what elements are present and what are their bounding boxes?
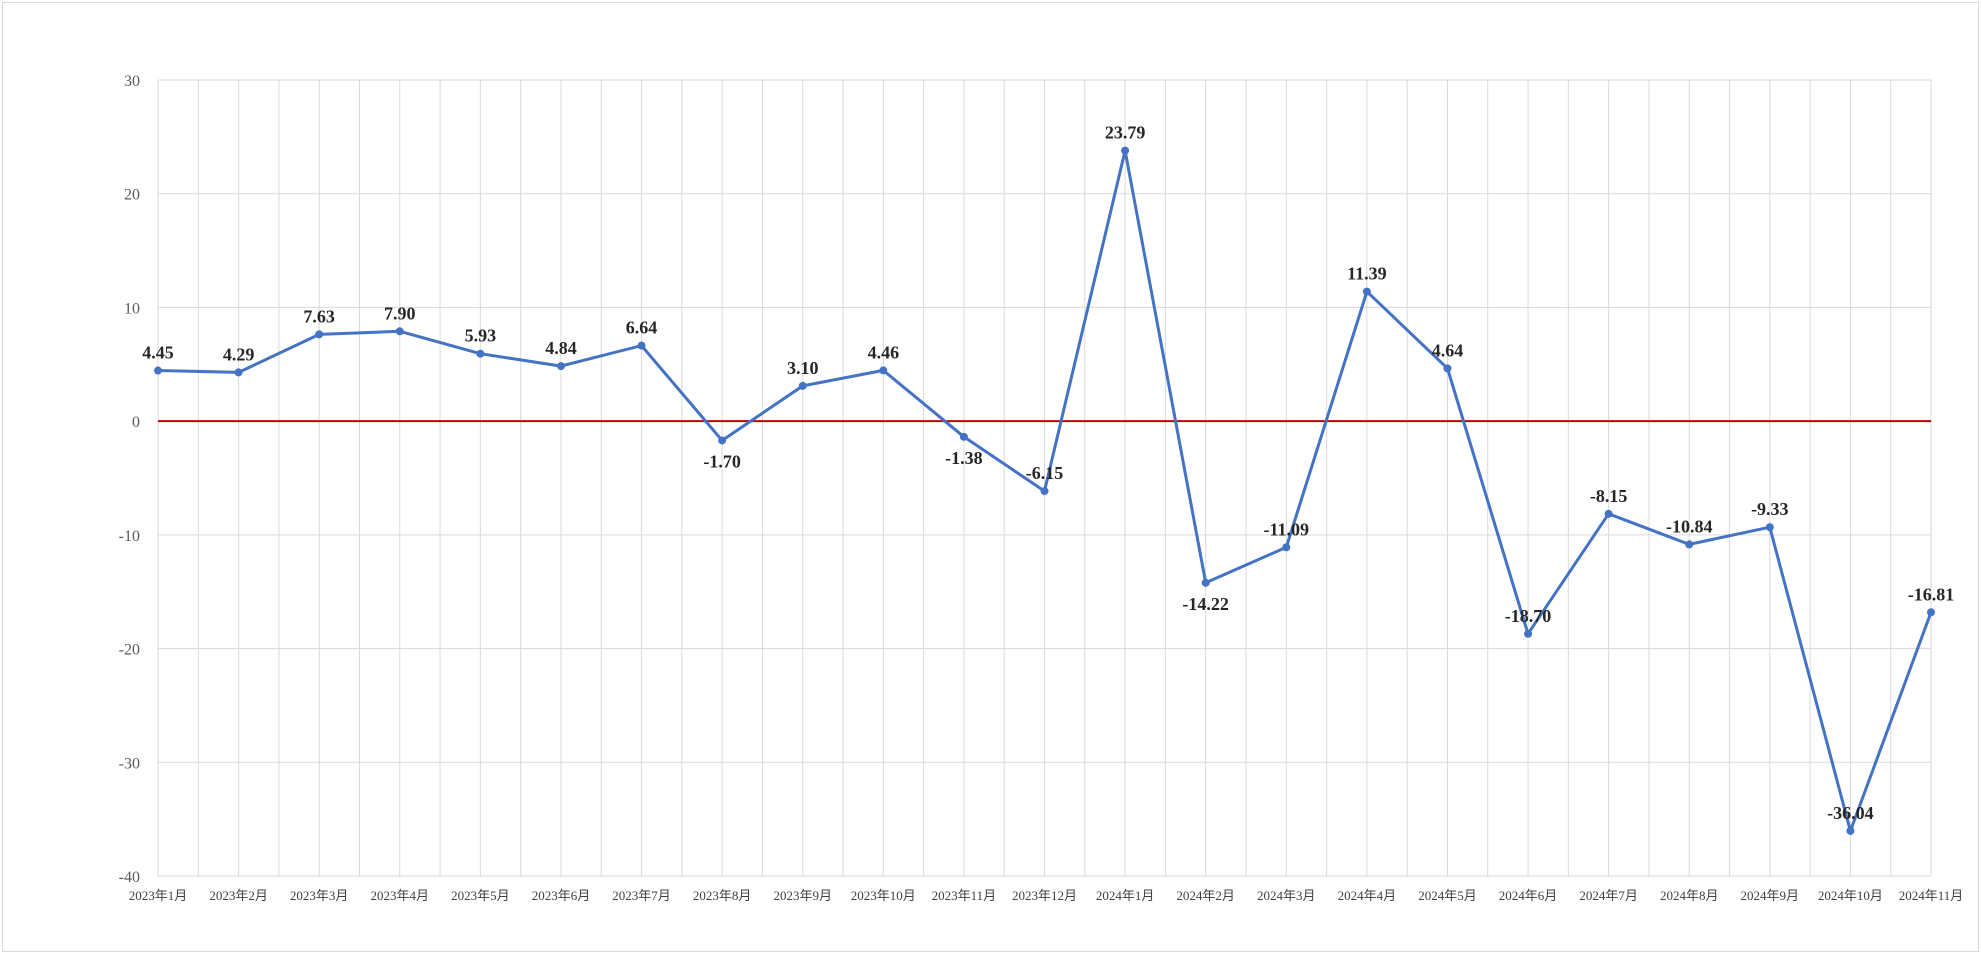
data-label: -1.38 (945, 448, 983, 468)
data-point (1685, 540, 1694, 549)
data-point (1121, 146, 1130, 155)
x-tick-label: 2023年1月 (129, 888, 188, 903)
data-label: -8.15 (1590, 486, 1628, 506)
data-point (154, 366, 162, 375)
x-tick-label: 2023年9月 (773, 888, 832, 903)
x-tick-label: 2023年6月 (532, 888, 591, 903)
data-point (1201, 578, 1210, 587)
x-tick-label: 2023年3月 (290, 888, 349, 903)
x-tick-label: 2024年10月 (1818, 888, 1883, 903)
y-tick-label: -10 (119, 528, 140, 545)
data-label: 4.29 (223, 344, 255, 364)
data-point (395, 327, 404, 336)
x-tick-label: 2024年1月 (1096, 888, 1155, 903)
data-label: -10.84 (1666, 516, 1713, 536)
x-tick-label: 2023年2月 (209, 888, 268, 903)
x-tick-label: 2024年2月 (1176, 888, 1235, 903)
data-label: 4.46 (868, 342, 900, 362)
data-point (718, 436, 727, 445)
data-point (556, 362, 565, 371)
gridlines (157, 79, 1932, 877)
y-tick-label: -20 (119, 642, 140, 659)
x-tick-label: 2023年10月 (851, 888, 916, 903)
data-label: 4.64 (1432, 340, 1464, 360)
x-tick-label: 2024年7月 (1579, 888, 1638, 903)
data-label: 3.10 (787, 358, 819, 378)
data-point (798, 381, 807, 390)
y-tick-label: 10 (124, 300, 140, 317)
x-tick-label: 2024年5月 (1418, 888, 1477, 903)
data-point (476, 349, 485, 358)
x-tick-label: 2023年5月 (451, 888, 510, 903)
y-tick-label: -40 (119, 869, 140, 886)
series-points (154, 146, 1935, 835)
data-point (1846, 826, 1855, 835)
x-tick-label: 2023年12月 (1012, 888, 1077, 903)
data-label: -1.70 (703, 451, 741, 471)
data-labels: 4.45 4.29 7.63 7.90 5.93 4.84 6.64 -1.70 3.10 4.4… (142, 123, 1954, 823)
data-point (1040, 487, 1049, 496)
data-point (1927, 608, 1935, 617)
x-tick-label: 2024年6月 (1499, 888, 1558, 903)
data-point (637, 341, 646, 350)
data-label: 4.45 (142, 343, 174, 363)
data-label: 6.64 (626, 318, 658, 338)
x-tick-label: 2024年9月 (1741, 888, 1800, 903)
data-point (234, 368, 243, 377)
data-label: -18.70 (1505, 606, 1552, 626)
data-point (1524, 629, 1533, 638)
data-label: 11.39 (1347, 264, 1387, 284)
x-axis-ticks: 2023年1月 2023年2月 2023年3月 2023年4月 2023年5月 2023年… (129, 888, 1964, 903)
y-tick-label: 0 (132, 414, 140, 431)
x-tick-label: 2024年8月 (1660, 888, 1719, 903)
data-point (879, 366, 888, 375)
x-tick-label: 2023年11月 (932, 888, 997, 903)
y-tick-label: 30 (124, 73, 140, 90)
x-tick-label: 2024年11月 (1899, 888, 1964, 903)
data-label: 4.84 (545, 338, 577, 358)
data-label: 7.90 (384, 303, 416, 323)
data-point (1282, 543, 1291, 552)
data-label: 7.63 (303, 306, 335, 326)
data-label: -36.04 (1827, 803, 1874, 823)
data-point (1765, 523, 1774, 532)
data-label: -9.33 (1751, 499, 1789, 519)
data-point (1362, 287, 1371, 296)
data-point (1443, 364, 1452, 373)
data-label: -16.81 (1908, 584, 1955, 604)
data-point (959, 432, 968, 441)
x-tick-label: 2024年3月 (1257, 888, 1316, 903)
y-axis-ticks: 30 20 10 0 -10 -20 -30 -40 (119, 73, 140, 886)
data-point (1604, 509, 1613, 518)
x-tick-label: 2023年4月 (371, 888, 430, 903)
x-tick-label: 2024年4月 (1338, 888, 1397, 903)
data-label: -14.22 (1182, 594, 1229, 614)
data-label: -6.15 (1026, 463, 1064, 483)
x-tick-label: 2023年7月 (612, 888, 671, 903)
data-label: 23.79 (1105, 123, 1146, 143)
data-label: -11.09 (1264, 519, 1310, 539)
y-tick-label: 20 (124, 187, 140, 204)
y-tick-label: -30 (119, 755, 140, 772)
data-label: 5.93 (465, 326, 497, 346)
x-tick-label: 2023年8月 (693, 888, 752, 903)
data-point (315, 330, 324, 339)
